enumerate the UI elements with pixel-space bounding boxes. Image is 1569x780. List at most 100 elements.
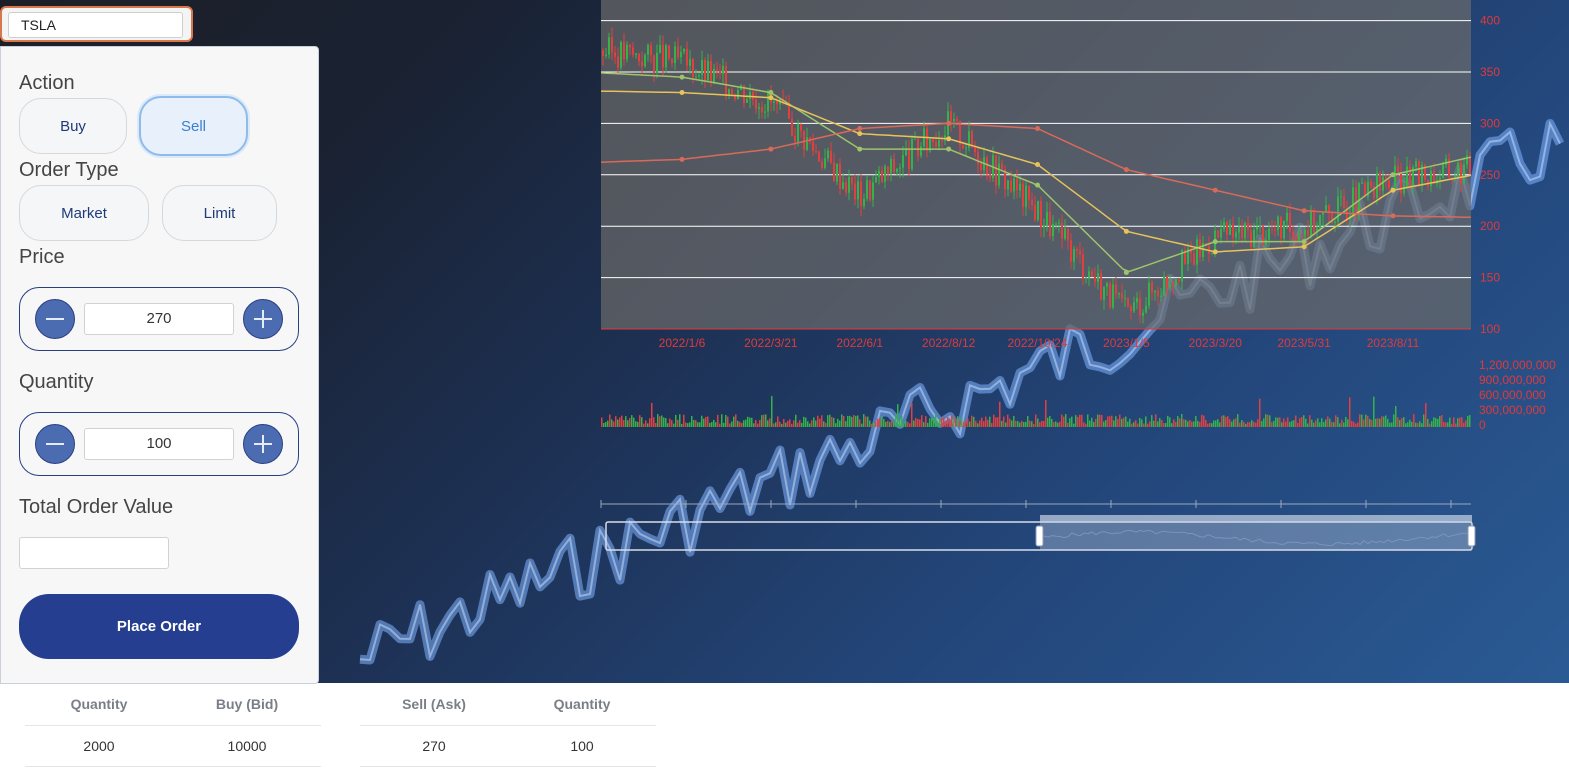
y-tick-label: 150 <box>1480 271 1500 285</box>
quantity-increment-button[interactable] <box>243 424 283 464</box>
volume-bar <box>941 418 943 427</box>
candle-body <box>1031 199 1033 206</box>
limit-button[interactable]: Limit <box>162 185 277 241</box>
volume-bar <box>1419 421 1421 427</box>
candle-body <box>680 51 682 58</box>
volume-bar <box>991 423 993 427</box>
volume-bar <box>971 415 973 427</box>
volume-bar <box>1323 422 1325 427</box>
candle-body <box>662 45 664 68</box>
y-tick-label: 300 <box>1480 116 1500 130</box>
volume-bar <box>989 416 991 427</box>
x-tick-label: 2022/10/24 <box>1007 336 1067 350</box>
quantity-decrement-button[interactable] <box>35 424 75 464</box>
volume-bar <box>1183 419 1185 427</box>
candle-body <box>710 60 712 82</box>
volume-bar <box>877 418 879 427</box>
candle-body <box>1196 239 1198 265</box>
candle-body <box>755 99 757 109</box>
total-order-value-input[interactable] <box>19 537 169 569</box>
sell-button[interactable]: Sell <box>139 96 248 156</box>
volume-bar <box>1337 417 1339 427</box>
quantity-input[interactable]: 100 <box>84 428 234 460</box>
volume-bar <box>1113 420 1115 427</box>
volume-bar <box>1317 418 1319 427</box>
volume-bar <box>1069 418 1071 427</box>
volume-bar <box>1361 414 1363 427</box>
candle-body <box>1001 163 1003 170</box>
candle-body <box>1181 250 1183 282</box>
volume-bar <box>1071 416 1073 427</box>
volume-bar <box>961 417 963 427</box>
volume-bar <box>1007 414 1009 427</box>
volume-bar <box>837 418 839 427</box>
volume-bar <box>1429 423 1431 427</box>
candle-body <box>1460 162 1462 184</box>
moving-average-point <box>679 74 685 80</box>
volume-bar <box>1029 420 1031 427</box>
price-axis: 400 350 300 250 200 150 100 <box>1480 14 1500 336</box>
buy-button[interactable]: Buy <box>19 98 127 154</box>
volume-bar <box>1259 398 1261 427</box>
volume-bar <box>1167 415 1169 427</box>
candle-body <box>1466 155 1468 165</box>
candle-body <box>1424 164 1426 180</box>
volume-bar <box>611 419 613 427</box>
volume-bar <box>693 420 695 427</box>
candle-body <box>1061 222 1063 239</box>
volume-bar <box>1295 415 1297 427</box>
candle-body <box>827 150 829 159</box>
volume-bar <box>1127 421 1129 427</box>
volume-bar <box>1191 421 1193 427</box>
volume-bar <box>809 423 811 427</box>
volume-bar <box>1293 420 1295 427</box>
market-button[interactable]: Market <box>19 185 149 241</box>
zoom-slider[interactable] <box>600 500 1476 551</box>
volume-bar <box>755 419 757 427</box>
volume-bar <box>1227 416 1229 427</box>
volume-bar <box>1079 414 1081 427</box>
candle-body <box>1262 226 1264 245</box>
volume-bar <box>1441 415 1443 427</box>
volume-bar <box>935 414 937 427</box>
candle-body <box>1337 196 1339 222</box>
volume-bar <box>1035 414 1037 427</box>
price-increment-button[interactable] <box>243 299 283 339</box>
volume-bar <box>1215 420 1217 427</box>
volume-bar <box>919 419 921 427</box>
price-decrement-button[interactable] <box>35 299 75 339</box>
candle-body <box>1160 295 1162 297</box>
candle-body <box>1289 212 1291 233</box>
candle-body <box>1217 230 1219 238</box>
candle-body <box>1040 200 1042 228</box>
candle-body <box>701 59 703 76</box>
volume-bar <box>1331 421 1333 427</box>
candle-body <box>857 181 859 200</box>
ticker-input[interactable] <box>8 12 183 38</box>
candle-body <box>1376 172 1378 199</box>
volume-bar <box>1039 422 1041 427</box>
volume-bar <box>1157 421 1159 427</box>
volume-bar <box>1111 415 1113 427</box>
place-order-button[interactable]: Place Order <box>19 594 299 659</box>
volume-bar <box>923 422 925 427</box>
volume-bar <box>803 416 805 427</box>
volume-bar <box>1357 422 1359 427</box>
candle-body <box>704 59 706 81</box>
candle-body <box>1010 180 1012 192</box>
volume-bar <box>1163 423 1165 427</box>
candle-body <box>1391 187 1393 189</box>
candle-body <box>1187 248 1189 264</box>
volume-bar <box>1385 415 1387 427</box>
candle-body <box>1175 279 1177 287</box>
candle-body <box>671 58 673 64</box>
price-input[interactable]: 270 <box>84 303 234 335</box>
candle-body <box>986 157 988 175</box>
x-tick-label: 2022/3/21 <box>744 336 798 350</box>
volume-bar <box>1417 423 1419 427</box>
volume-bar <box>1089 420 1091 427</box>
volume-bar <box>1175 421 1177 427</box>
volume-bar <box>1391 422 1393 427</box>
volume-bar <box>1093 421 1095 427</box>
candle-body <box>1463 164 1465 184</box>
